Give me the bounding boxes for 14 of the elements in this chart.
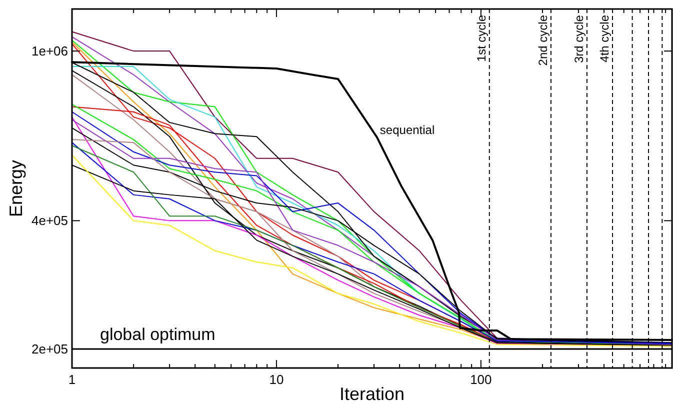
- y-tick-label: 4e+05: [31, 213, 68, 228]
- y-axis-title: Energy: [6, 160, 26, 218]
- y-tick-label: 2e+05: [31, 342, 68, 357]
- ref-line-label: global optimum: [100, 325, 216, 344]
- ref-line-label: 4th cycle: [597, 14, 612, 62]
- x-tick-label: 1: [68, 372, 76, 387]
- ref-line-label: 3rd cycle: [572, 14, 586, 64]
- ref-line-label: 1st cycle: [474, 14, 488, 62]
- x-tick-label: 100: [470, 372, 492, 387]
- series-label: sequential: [380, 123, 435, 138]
- ref-line-label: 2nd cycle: [536, 14, 550, 66]
- x-axis-title: Iteration: [339, 384, 405, 404]
- x-tick-label: 10: [269, 372, 284, 387]
- y-tick-label: 1e+06: [31, 44, 68, 59]
